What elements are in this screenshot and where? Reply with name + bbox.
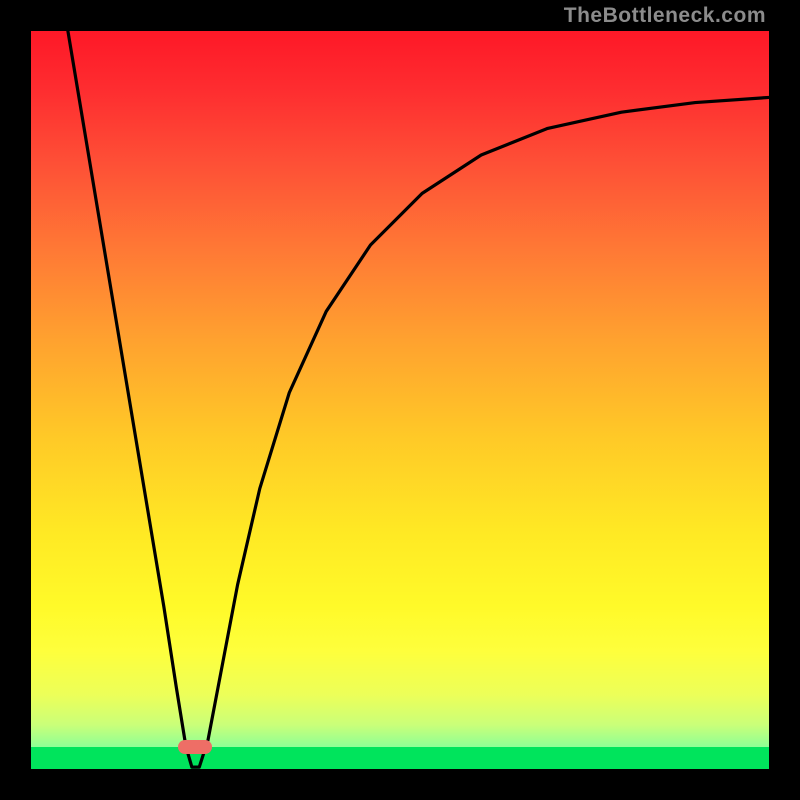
watermark-text: TheBottleneck.com — [564, 4, 766, 28]
optimum-marker — [178, 740, 212, 754]
bottleneck-curve — [68, 31, 769, 767]
chart-curve-layer — [0, 0, 800, 800]
